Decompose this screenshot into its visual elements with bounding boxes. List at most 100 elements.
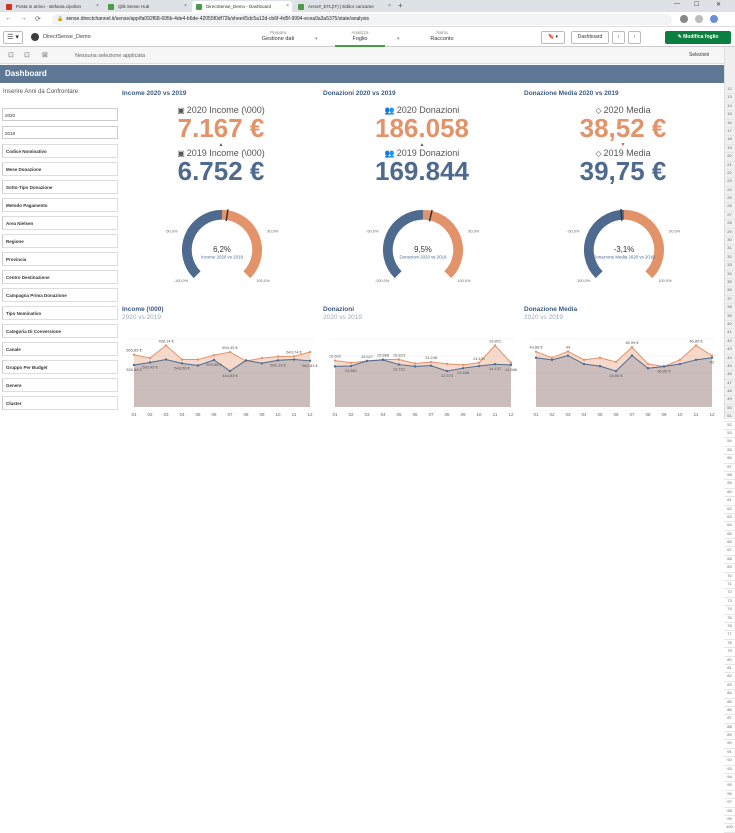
data-point[interactable]	[132, 363, 136, 367]
data-point[interactable]	[461, 363, 465, 367]
data-point[interactable]	[228, 350, 232, 354]
data-point[interactable]	[308, 359, 312, 363]
data-point[interactable]	[244, 359, 248, 362]
stage-analyze[interactable]: Analizza Foglio	[325, 30, 395, 47]
data-point[interactable]	[646, 367, 650, 370]
extension-icon[interactable]	[680, 15, 688, 23]
data-point[interactable]	[614, 369, 618, 373]
filter-pane-item[interactable]: Cluster	[2, 396, 118, 410]
data-point[interactable]	[349, 361, 353, 364]
tab-qlik-hub[interactable]: Qlik Sense Hub ×	[104, 1, 190, 12]
data-point[interactable]	[212, 353, 216, 357]
tab-gmail[interactable]: Posta in arrivo - stefania.cipollon ×	[2, 1, 102, 12]
data-point[interactable]	[694, 344, 698, 347]
data-point[interactable]	[477, 364, 481, 368]
data-point[interactable]	[614, 360, 618, 364]
data-point[interactable]	[413, 362, 417, 365]
data-point[interactable]	[694, 358, 698, 362]
scrollbar[interactable]	[724, 47, 735, 419]
data-point[interactable]	[397, 358, 401, 361]
data-point[interactable]	[550, 358, 554, 362]
data-point[interactable]	[429, 360, 433, 364]
chevron-down-icon[interactable]: ▾	[315, 36, 318, 42]
back-button[interactable]: ←	[5, 15, 12, 22]
data-point[interactable]	[509, 363, 513, 367]
data-point[interactable]	[276, 359, 280, 362]
data-point[interactable]	[228, 369, 232, 373]
edit-sheet-button[interactable]: ✎ Modifica foglio	[665, 31, 731, 44]
sheet-dropdown[interactable]: Dashboard	[571, 31, 609, 44]
filter-pane-item[interactable]: Centro Destinazione	[2, 270, 118, 284]
data-point[interactable]	[397, 363, 401, 366]
data-point[interactable]	[630, 354, 634, 357]
data-point[interactable]	[333, 359, 337, 362]
data-point[interactable]	[493, 344, 497, 347]
filter-pane-item[interactable]: Sotto-Tipo Donazione	[2, 180, 118, 194]
url-input[interactable]: 🔒 sense.directchannel.it/sense/app/fa092…	[52, 14, 672, 25]
filter-pane-item[interactable]: Tipo Nominativo	[2, 306, 118, 320]
selection-back-icon[interactable]: ⊡	[8, 52, 14, 59]
filter-pane-item[interactable]: Mese Donazione	[2, 162, 118, 176]
data-point[interactable]	[662, 365, 666, 368]
tab-editor[interactable]: Anno#_ETL(IT) | Editor caricame ×	[294, 1, 394, 12]
data-point[interactable]	[276, 355, 280, 358]
selection-forward-icon[interactable]: ⊡	[24, 52, 30, 59]
data-point[interactable]	[148, 361, 152, 364]
filter-pane-item[interactable]: Area Nielsen	[2, 216, 118, 230]
data-point[interactable]	[429, 364, 433, 367]
tab-dashboard[interactable]: DirectSense_Demo - Dashboard ×	[192, 1, 292, 12]
data-point[interactable]	[196, 364, 200, 367]
data-point[interactable]	[534, 350, 538, 353]
close-tab-icon[interactable]: ×	[184, 3, 187, 9]
data-point[interactable]	[534, 356, 538, 359]
filter-pane-item[interactable]: Gruppo Per Budget	[2, 360, 118, 374]
new-tab-button[interactable]: +	[398, 1, 403, 10]
chevron-down-icon[interactable]: ▾	[397, 36, 400, 42]
filter-pane-item[interactable]: Codice Nominativo	[2, 144, 118, 158]
data-point[interactable]	[132, 353, 136, 356]
close-tab-icon[interactable]: ×	[286, 3, 289, 9]
data-point[interactable]	[630, 346, 634, 349]
prev-sheet-button[interactable]: ‹	[612, 31, 625, 44]
data-point[interactable]	[598, 356, 602, 359]
filter-pane-item[interactable]: Categoria Di Conversione	[2, 324, 118, 338]
data-point[interactable]	[148, 356, 152, 360]
minimize-button[interactable]: —	[674, 1, 680, 7]
filter-pane-item[interactable]: Metodo Pagamento	[2, 198, 118, 212]
bookmark-button[interactable]: 🔖 ▾	[541, 31, 565, 44]
filter-pane-item[interactable]: Provincia	[2, 252, 118, 266]
data-point[interactable]	[646, 362, 650, 366]
data-point[interactable]	[333, 365, 337, 368]
data-point[interactable]	[477, 361, 481, 364]
data-point[interactable]	[550, 356, 554, 359]
data-point[interactable]	[493, 363, 497, 366]
data-point[interactable]	[164, 358, 168, 361]
forward-button[interactable]: →	[20, 15, 27, 22]
maximize-button[interactable]: ☐	[694, 2, 700, 8]
data-point[interactable]	[445, 362, 449, 366]
selections-button[interactable]: Selezioni	[689, 52, 710, 58]
filter-pane-item[interactable]: Regione	[2, 234, 118, 248]
data-point[interactable]	[180, 358, 184, 361]
data-point[interactable]	[413, 365, 417, 368]
year-input-2020[interactable]: 2020	[2, 108, 118, 121]
data-point[interactable]	[365, 359, 369, 363]
data-point[interactable]	[212, 358, 216, 362]
data-point[interactable]	[582, 358, 586, 362]
filter-pane-item[interactable]: Campagna Prima Donazione	[2, 288, 118, 302]
data-point[interactable]	[678, 362, 682, 366]
profile-avatar[interactable]	[710, 15, 718, 23]
data-point[interactable]	[461, 366, 465, 370]
stage-prepare[interactable]: Prepara Gestione dati	[261, 30, 295, 42]
data-point[interactable]	[260, 356, 264, 360]
extension-icon[interactable]	[695, 15, 703, 23]
data-point[interactable]	[164, 344, 168, 347]
data-point[interactable]	[260, 362, 264, 365]
data-point[interactable]	[710, 356, 714, 359]
close-tab-icon[interactable]: ×	[96, 3, 99, 9]
clear-selection-icon[interactable]: ⊠	[42, 52, 48, 59]
data-point[interactable]	[710, 354, 714, 357]
year-input-2019[interactable]: 2019	[2, 126, 118, 139]
data-point[interactable]	[566, 354, 570, 357]
filter-pane-item[interactable]: Canale	[2, 342, 118, 356]
